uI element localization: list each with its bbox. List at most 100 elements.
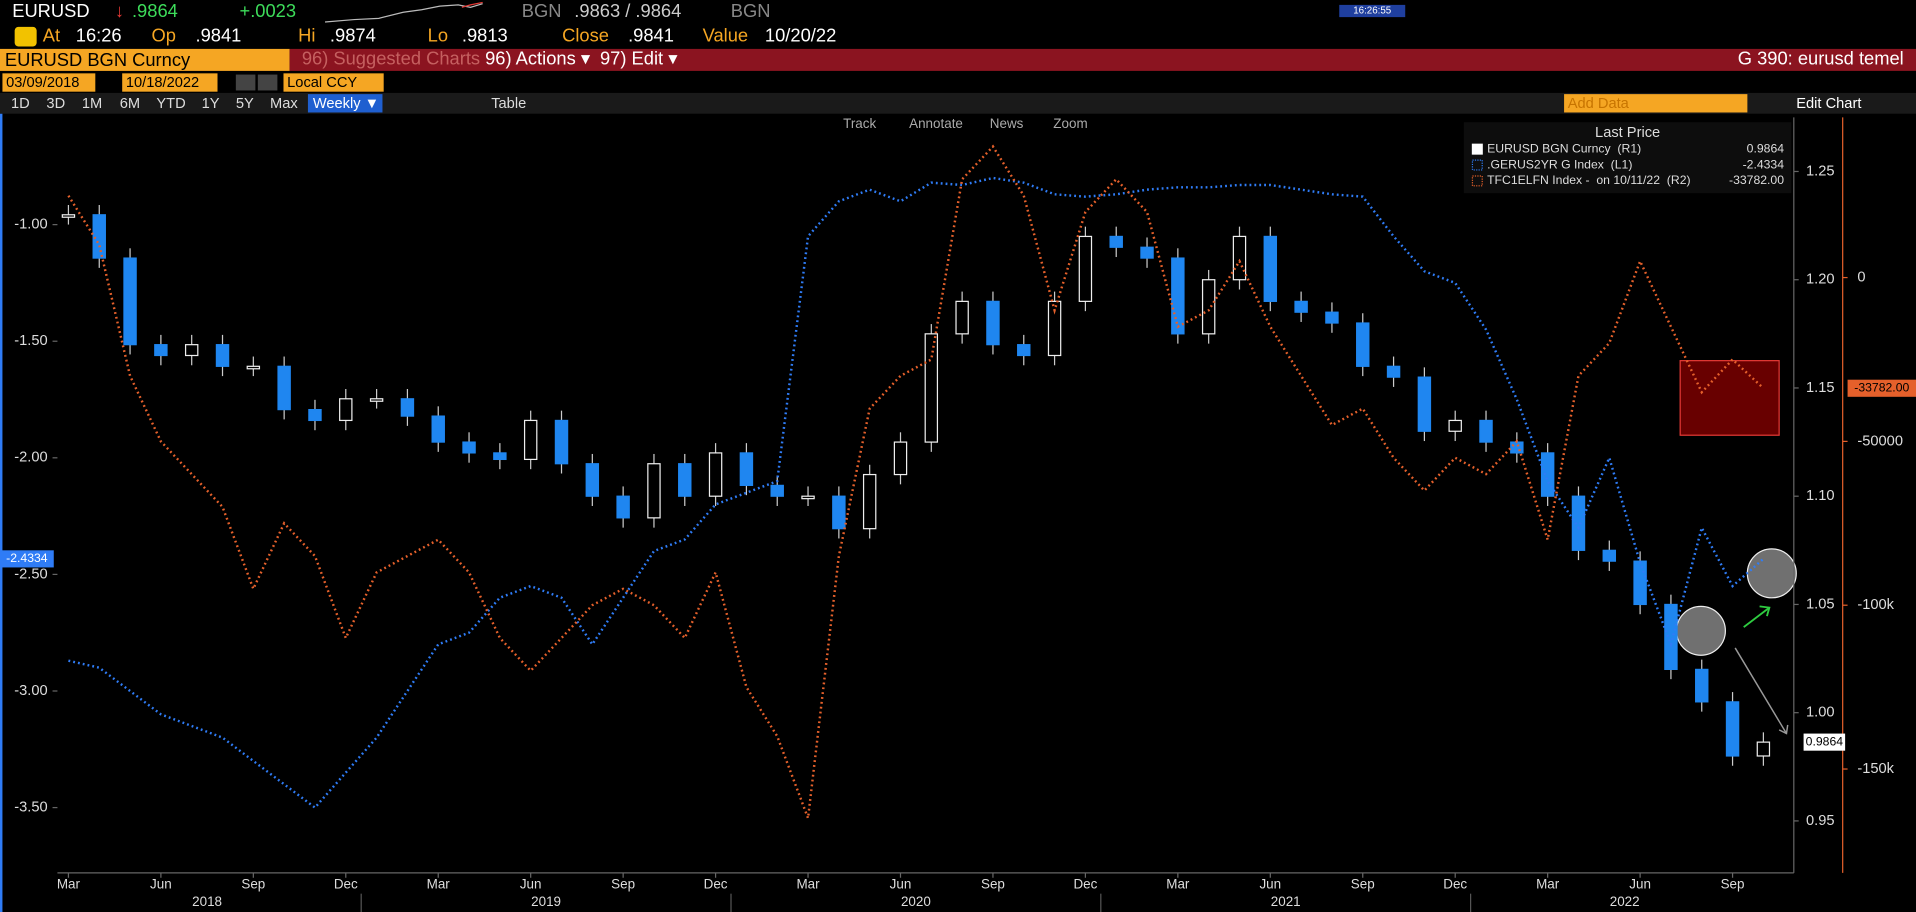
arrow [1743,606,1770,628]
candle [1356,322,1370,367]
change: +.0023 [240,0,297,21]
candle [801,495,815,500]
candle [986,300,1000,346]
legend-label: .GERUS2YR G Index (L1) [1487,157,1632,171]
icon[interactable] [14,26,37,47]
y3-tick-label: -150k [1857,761,1894,777]
period-button[interactable]: 3D [46,96,65,112]
y-tick-label: -2.00 [14,450,47,466]
last-value-flag [0,550,54,568]
menu-item[interactable]: 96) Suggested Charts [302,48,480,69]
candle [215,344,230,367]
x-tick-label: Mar [1166,877,1190,892]
candle [1386,365,1401,378]
quote-value: 10/20/22 [765,25,836,46]
candle [708,452,723,497]
bid-ask: .9863 / .9864 [574,0,681,21]
security-box[interactable] [0,48,290,71]
direction: ↓ [115,0,124,21]
candle [1540,452,1555,497]
x-tick-label: Mar [796,877,820,892]
quote-value: .9874 [330,25,376,46]
period-button[interactable]: 1M [82,96,102,112]
last-price: .9864 [132,0,178,21]
y-tick-label: -1.50 [14,333,47,349]
menu-item[interactable]: 97) Edit ▾ [600,48,677,69]
candle [1047,300,1062,357]
period-button[interactable]: Max [270,96,298,112]
chart-tool[interactable]: Annotate [909,116,963,131]
period-button[interactable]: 1Y [202,96,220,112]
candle [123,257,137,346]
ticker: EURUSD [12,0,89,21]
start-input[interactable] [2,73,96,92]
candle [1602,549,1617,562]
quote-label: Close [562,25,609,46]
candle [400,398,415,417]
y2-tick-label: 1.25 [1806,163,1835,179]
y2-tick-label: 1.20 [1806,272,1835,288]
toolbar [0,92,1916,114]
chart-tool[interactable]: Track [843,116,876,131]
candle [1294,300,1308,313]
y2-tick-label: 1.10 [1806,488,1835,504]
candle [1664,603,1678,670]
add-data-input[interactable] [1564,94,1748,113]
candle [1479,419,1493,443]
last-value-flag [1847,379,1916,397]
y-tick-label: -1.00 [14,216,47,232]
quote-label: At [43,25,60,46]
last-value-flag [1803,733,1846,751]
candle [1725,701,1740,757]
candle [92,214,106,259]
candle [1017,344,1031,357]
quote-value: .9841 [196,25,242,46]
y-tick-label: -2.50 [14,566,47,582]
candle [647,463,661,519]
legend-label: EURUSD BGN Curncy (R1) [1487,141,1641,155]
y-tick-label: -3.00 [14,683,47,699]
candle [1140,246,1154,259]
quote-value: .9841 [628,25,674,46]
period-button[interactable]: YTD [156,96,185,112]
edit-chart[interactable]: Edit Chart [1796,96,1861,112]
last-value-label: -2.4334 [6,551,48,565]
chart-tool[interactable]: Zoom [1053,116,1087,131]
frequency-box[interactable] [307,94,383,113]
candle [739,452,754,486]
x-tick-label: Dec [1443,877,1467,892]
period-button[interactable]: 5Y [236,96,254,112]
candle [585,463,600,497]
highlight-circle [1675,605,1726,656]
menu-item[interactable]: 96) Actions ▾ [485,48,590,69]
candle [924,333,939,443]
quote-value: .9813 [462,25,508,46]
legend-title: Last Price [1595,125,1660,141]
currency: Local CCY [287,75,357,91]
arrow-head [1759,605,1771,617]
legend-value: -33782.00 [1729,173,1784,187]
quote-label: Value [703,25,749,46]
currency-input[interactable] [283,73,384,92]
y2-tick-label: 1.05 [1806,596,1835,612]
prev-button[interactable] [235,74,256,91]
table-button[interactable]: Table [491,96,526,112]
y2-tick-label: 1.00 [1806,705,1835,721]
end-input[interactable] [122,73,218,92]
chart-tool[interactable]: News [990,116,1024,131]
last-value-label: -33782.00 [1854,380,1909,394]
x-tick-label: Jun [520,877,542,892]
candle [862,473,877,530]
x-tick-label: Jun [890,877,912,892]
next-button[interactable] [257,74,278,91]
x-tick-label: Sep [981,877,1005,892]
x-tick-label: Sep [1351,877,1375,892]
source: BGN [731,0,771,21]
candle [246,365,261,370]
quote-label: Hi [298,25,315,46]
candle [1695,668,1709,703]
period-button[interactable]: 6M [120,96,140,112]
year-label: 2019 [531,894,561,909]
period-button[interactable]: 1D [11,96,30,112]
x-tick-label: Mar [57,877,81,892]
